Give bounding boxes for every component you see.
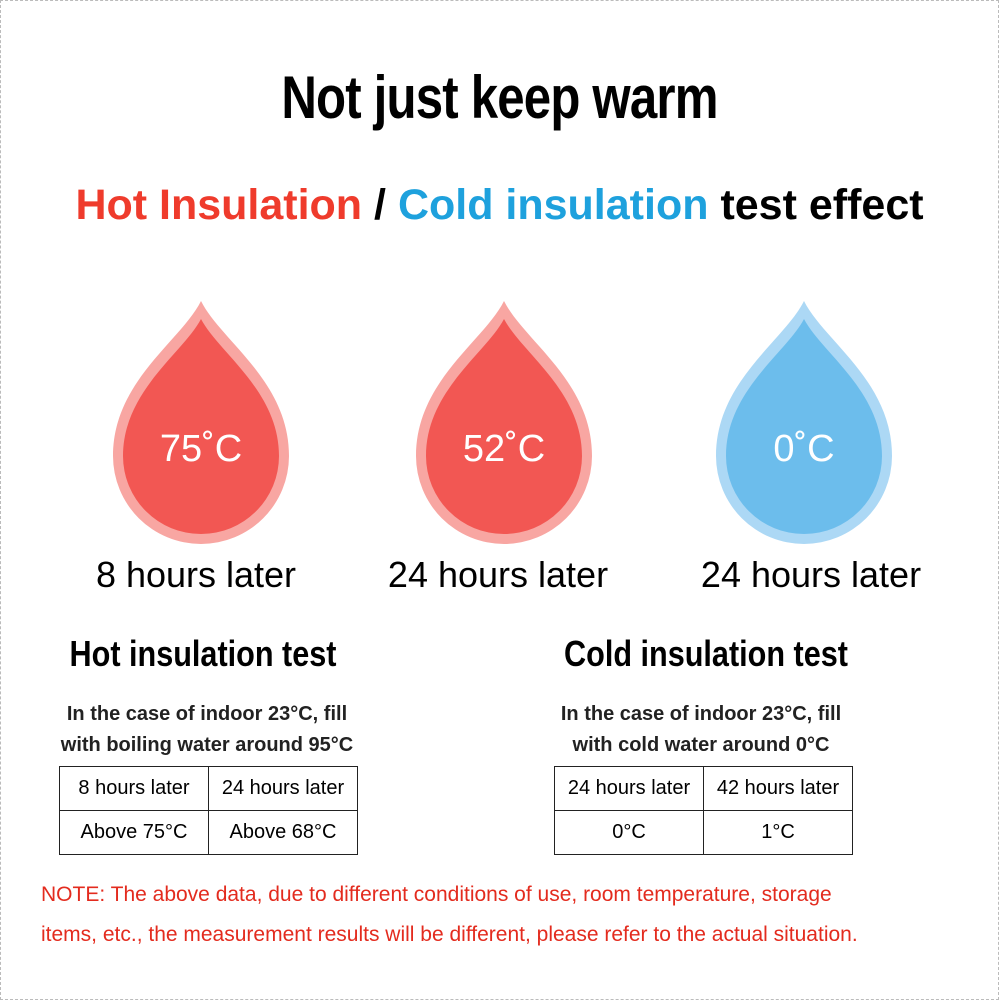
note: items, etc., the measurement results wil… — [41, 923, 858, 946]
cell: 0°C — [554, 810, 704, 855]
test-description: with boiling water around 95°C — [60, 734, 354, 756]
title: Not just keep warm — [281, 64, 718, 131]
cell: 8 hours later — [59, 766, 209, 811]
cell: Above 75°C — [59, 810, 209, 855]
cold-table: 24 hours later 42 hours later 0°C 1°C — [554, 766, 853, 855]
cell: 24 hours later — [554, 766, 704, 811]
drop-time: 8 hours later — [95, 554, 297, 595]
drop-temp: 75˚C — [160, 428, 242, 470]
drop: 75˚C — [113, 301, 289, 544]
cell: Above 68°C — [208, 810, 358, 855]
drop-time: 24 hours later — [387, 554, 609, 595]
drop: 0˚C — [716, 301, 892, 544]
test-title: Cold insulation test — [564, 633, 848, 674]
test-description: In the case of indoor 23°C, fill — [66, 703, 348, 725]
drop-temp: 52˚C — [463, 428, 545, 470]
subtitle: Hot Insulation / Cold insulation test ef… — [1, 181, 998, 230]
drop-temp: 0˚C — [773, 428, 834, 470]
test-description: In the case of indoor 23°C, fill — [560, 703, 842, 725]
subtitle-cold: Cold insulation — [397, 181, 709, 229]
hot-table: 8 hours later 24 hours later Above 75°C Ab… — [59, 766, 358, 855]
note: NOTE: The above data, due to different c… — [41, 883, 832, 906]
test-title: Hot insulation test — [69, 633, 337, 674]
cell: 42 hours later — [703, 766, 853, 811]
drop: 52˚C — [416, 301, 592, 544]
test-description: with cold water around 0°C — [572, 734, 830, 756]
subtitle-rest: test effect — [720, 181, 924, 229]
drop-time: 24 hours later — [700, 554, 922, 595]
cell: 24 hours later — [208, 766, 358, 811]
drops: 75˚C 52˚C 0˚C — [113, 301, 892, 544]
subtitle-hot: Hot Insulation — [75, 181, 363, 229]
cell: 1°C — [703, 810, 853, 855]
subtitle-separator: / — [374, 181, 386, 229]
